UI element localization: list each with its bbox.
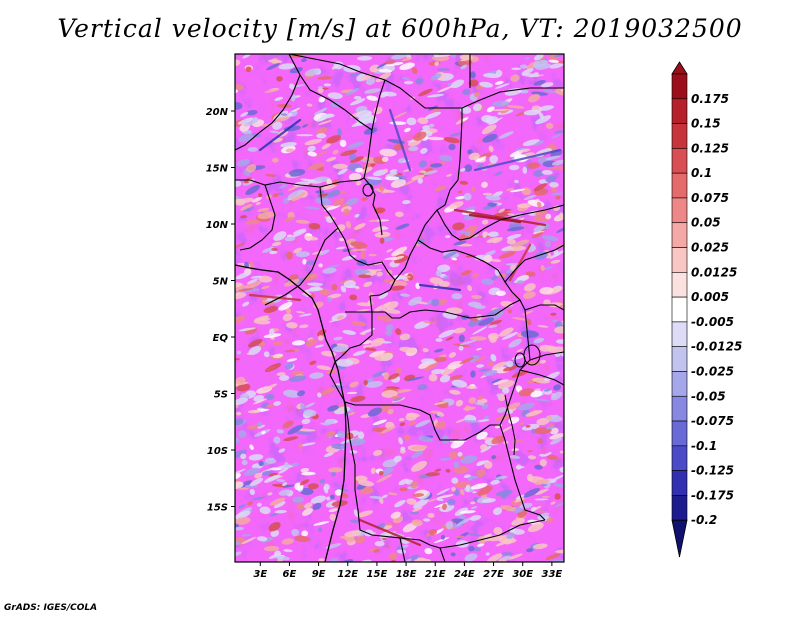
colorbar-label: 0.025 bbox=[691, 241, 729, 255]
country-borders bbox=[235, 54, 564, 562]
colorbar: 0.175 0.15 0.125 0.1 0.075 0.05 0.025 0.0125 0.0… bbox=[671, 61, 742, 558]
colorbar-label: 0.005 bbox=[691, 290, 729, 304]
velocity-field bbox=[235, 54, 564, 562]
colorbar-swatch bbox=[671, 470, 688, 496]
colorbar-label: -0.125 bbox=[691, 464, 734, 478]
colorbar-label: 0.0125 bbox=[691, 265, 737, 279]
colorbar-swatch bbox=[671, 395, 688, 422]
colorbar-label: 0.05 bbox=[691, 216, 721, 230]
lat-tick-label: 5N bbox=[213, 277, 229, 288]
colorbar-swatch bbox=[671, 148, 688, 174]
lat-tick-label: 20N bbox=[206, 107, 229, 118]
colorbar-swatch bbox=[671, 123, 688, 149]
longitude-axis: 3E 6E 9E 12E 15E 18E 21E 24E 27E 30E 33E bbox=[253, 562, 562, 580]
map-frame bbox=[234, 53, 565, 563]
lon-tick-label: 21E bbox=[425, 569, 446, 580]
colorbar-label: 0.125 bbox=[691, 141, 729, 155]
lon-tick-label: 3E bbox=[253, 569, 267, 580]
colorbar-label: -0.175 bbox=[691, 488, 734, 502]
lon-tick-label: 33E bbox=[541, 569, 562, 580]
colorbar-label: 0.15 bbox=[691, 117, 721, 131]
lon-tick-label: 12E bbox=[337, 569, 358, 580]
lat-tick-label: 10N bbox=[206, 220, 229, 231]
map-title: Vertical velocity [m/s] at 600hPa, VT: 2… bbox=[57, 14, 743, 43]
lon-tick-label: 24E bbox=[454, 569, 475, 580]
lat-tick-label: 15N bbox=[206, 164, 229, 175]
lon-tick-label: 18E bbox=[396, 569, 417, 580]
colorbar-swatch bbox=[671, 420, 688, 447]
colorbar-top-arrow bbox=[671, 61, 688, 75]
lat-tick-label: EQ bbox=[213, 333, 229, 344]
lakes bbox=[362, 183, 541, 456]
colorbar-swatch bbox=[671, 172, 688, 199]
colorbar-swatch bbox=[671, 73, 688, 100]
colorbar-label: 0.075 bbox=[691, 191, 729, 205]
colorbar-swatch bbox=[671, 296, 688, 323]
lon-tick-label: 6E bbox=[283, 569, 297, 580]
credit-label: GrADS: IGES/COLA bbox=[4, 603, 98, 613]
colorbar-label: -0.2 bbox=[691, 513, 717, 527]
colorbar-label: -0.025 bbox=[691, 364, 734, 378]
lon-tick-label: 15E bbox=[367, 569, 388, 580]
colorbar-label: -0.075 bbox=[691, 414, 734, 428]
colorbar-swatch bbox=[671, 98, 688, 124]
colorbar-swatch bbox=[671, 371, 688, 397]
colorbar-swatch bbox=[671, 321, 688, 347]
colorbar-swatch bbox=[671, 197, 688, 224]
colorbar-swatch bbox=[671, 495, 688, 521]
colorbar-label: -0.005 bbox=[691, 315, 734, 329]
lat-tick-label: 15S bbox=[207, 503, 228, 514]
colorbar-swatch bbox=[671, 346, 688, 372]
colorbar-swatch bbox=[671, 222, 688, 248]
colorbar-swatch bbox=[671, 247, 688, 273]
colorbar-label: -0.05 bbox=[691, 389, 726, 403]
lat-tick-label: 5S bbox=[214, 390, 228, 401]
colorbar-label: -0.0125 bbox=[691, 340, 742, 354]
colorbar-swatch bbox=[671, 272, 688, 298]
lon-tick-label: 9E bbox=[312, 569, 326, 580]
lat-tick-label: 10S bbox=[207, 446, 228, 457]
colorbar-label: 0.1 bbox=[691, 166, 712, 180]
colorbar-bottom-arrow bbox=[671, 519, 688, 558]
latitude-axis: 20N 15N 10N 5N EQ 5S 10S 15S bbox=[206, 107, 235, 514]
colorbar-swatch bbox=[671, 445, 688, 471]
lon-tick-label: 27E bbox=[483, 569, 504, 580]
coastline bbox=[235, 264, 347, 562]
lon-tick-label: 30E bbox=[512, 569, 533, 580]
colorbar-label: -0.1 bbox=[691, 439, 717, 453]
colorbar-label: 0.175 bbox=[691, 92, 729, 106]
